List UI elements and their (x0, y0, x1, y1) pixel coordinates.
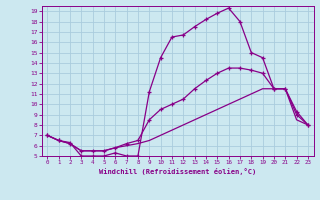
X-axis label: Windchill (Refroidissement éolien,°C): Windchill (Refroidissement éolien,°C) (99, 168, 256, 175)
